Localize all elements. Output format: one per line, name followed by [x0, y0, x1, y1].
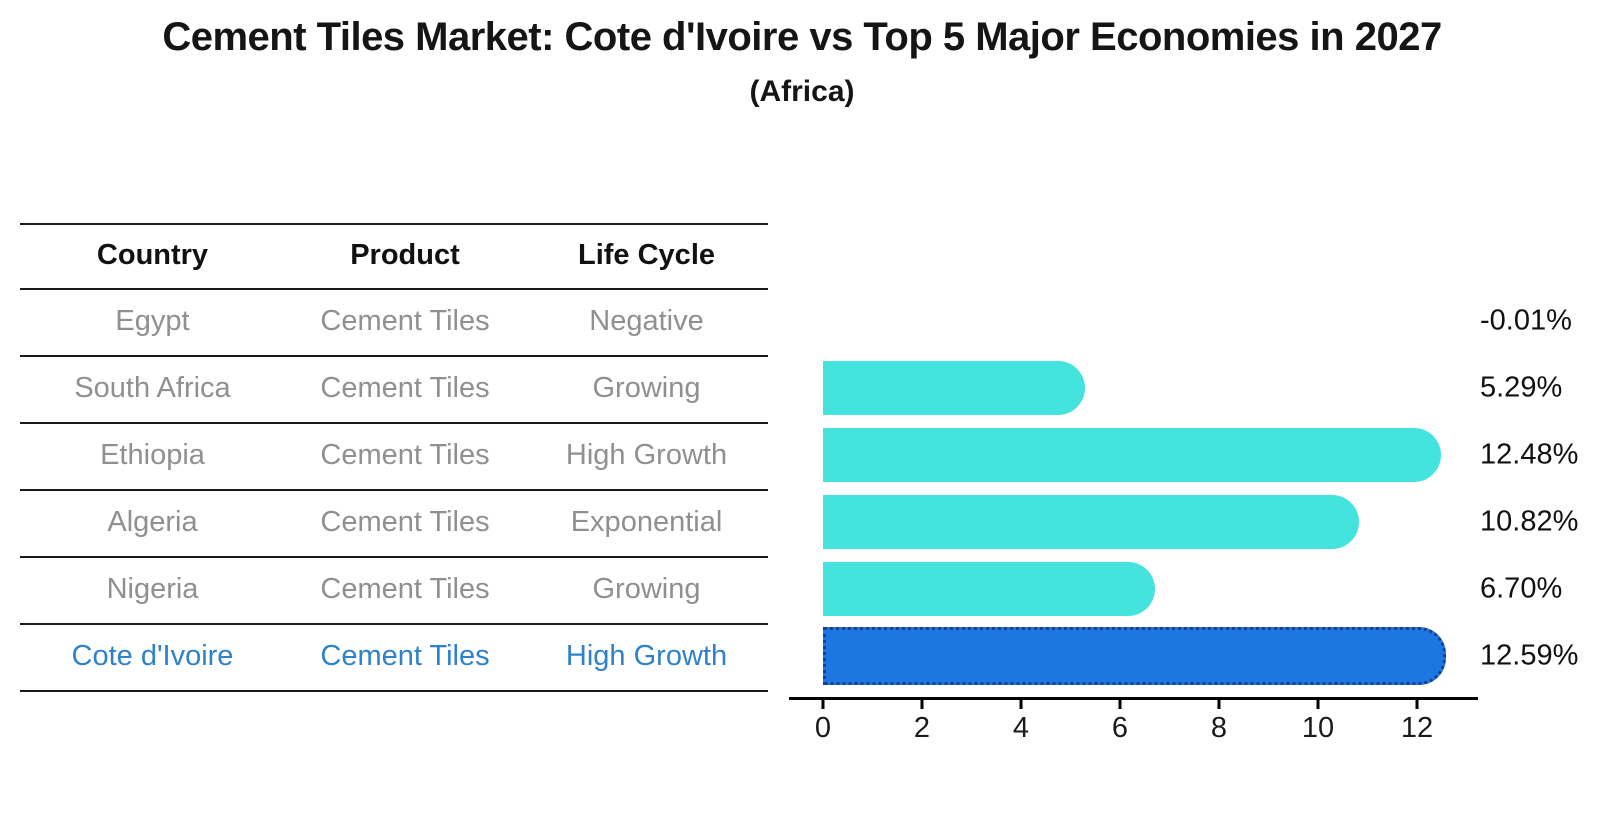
- table-rule: [20, 556, 768, 558]
- cell-life-cycle: High Growth: [565, 439, 728, 471]
- cell-country: Nigeria: [106, 573, 199, 605]
- x-axis-tick-label: 0: [814, 712, 832, 744]
- value-label: -0.01%: [1480, 304, 1572, 337]
- bar: [823, 361, 1085, 415]
- x-axis-tick-label: 12: [1400, 712, 1434, 744]
- cell-product: Cement Tiles: [320, 640, 490, 672]
- table-rule: [20, 288, 768, 290]
- bar: [823, 562, 1155, 616]
- cell-product: Cement Tiles: [320, 573, 490, 605]
- table-rule: [20, 223, 768, 225]
- cell-country: Egypt: [115, 305, 190, 337]
- cell-life-cycle: High Growth: [565, 640, 728, 672]
- cell-country: Cote d'Ivoire: [71, 640, 234, 672]
- cell-life-cycle: Exponential: [570, 506, 723, 538]
- table-row: Cote d'Ivoire Cement Tiles High Growth: [20, 623, 768, 690]
- cell-life-cycle: Negative: [589, 305, 704, 337]
- x-axis-tick-label: 10: [1301, 712, 1335, 744]
- x-axis-tick-label: 8: [1210, 712, 1228, 744]
- header-cell-product: Product: [350, 239, 460, 271]
- table-row: Ethiopia Cement Tiles High Growth: [20, 422, 768, 489]
- x-axis-tick: [1316, 700, 1320, 709]
- table-header-row: Country Product Life Cycle: [20, 223, 768, 288]
- x-axis-tick: [1415, 700, 1419, 709]
- x-axis-tick-label: 4: [1012, 712, 1030, 744]
- cell-product: Cement Tiles: [320, 506, 490, 538]
- cell-country: South Africa: [74, 372, 231, 404]
- table-rule: [20, 690, 768, 692]
- cell-product: Cement Tiles: [320, 372, 490, 404]
- table-rule: [20, 355, 768, 357]
- table-rule: [20, 623, 768, 625]
- cell-country: Ethiopia: [100, 439, 205, 471]
- x-axis-tick: [1019, 700, 1023, 709]
- value-label: 6.70%: [1480, 572, 1563, 605]
- table-row: Nigeria Cement Tiles Growing: [20, 556, 768, 623]
- header-cell-life-cycle: Life Cycle: [578, 239, 715, 271]
- cell-life-cycle: Growing: [592, 372, 701, 404]
- header-cell-country: Country: [96, 239, 209, 271]
- bar: [823, 428, 1441, 482]
- table-row: South Africa Cement Tiles Growing: [20, 355, 768, 422]
- table-row: Egypt Cement Tiles Negative: [20, 288, 768, 355]
- x-axis-tick: [821, 700, 825, 709]
- x-axis-tick: [920, 700, 924, 709]
- page-subtitle: (Africa): [749, 75, 855, 108]
- cell-country: Algeria: [107, 506, 198, 538]
- x-axis-tick-label: 6: [1111, 712, 1129, 744]
- cell-product: Cement Tiles: [320, 439, 490, 471]
- page-title: Cement Tiles Market: Cote d'Ivoire vs To…: [162, 15, 1442, 59]
- table-rule: [20, 422, 768, 424]
- value-label: 5.29%: [1480, 371, 1563, 404]
- value-label: 12.48%: [1480, 438, 1579, 471]
- table-row: Algeria Cement Tiles Exponential: [20, 489, 768, 556]
- x-axis-tick-label: 2: [913, 712, 931, 744]
- value-label: 10.82%: [1480, 505, 1579, 538]
- x-axis-tick: [1118, 700, 1122, 709]
- market-table: Country Product Life Cycle Egypt Cement T…: [20, 223, 768, 692]
- highlight-bar: [823, 627, 1446, 685]
- cell-product: Cement Tiles: [320, 305, 490, 337]
- table-rule: [20, 489, 768, 491]
- cell-life-cycle: Growing: [592, 573, 701, 605]
- x-axis-tick: [1217, 700, 1221, 709]
- bar: [823, 495, 1359, 549]
- x-axis-line: [789, 697, 1478, 700]
- value-label: 12.59%: [1480, 639, 1579, 672]
